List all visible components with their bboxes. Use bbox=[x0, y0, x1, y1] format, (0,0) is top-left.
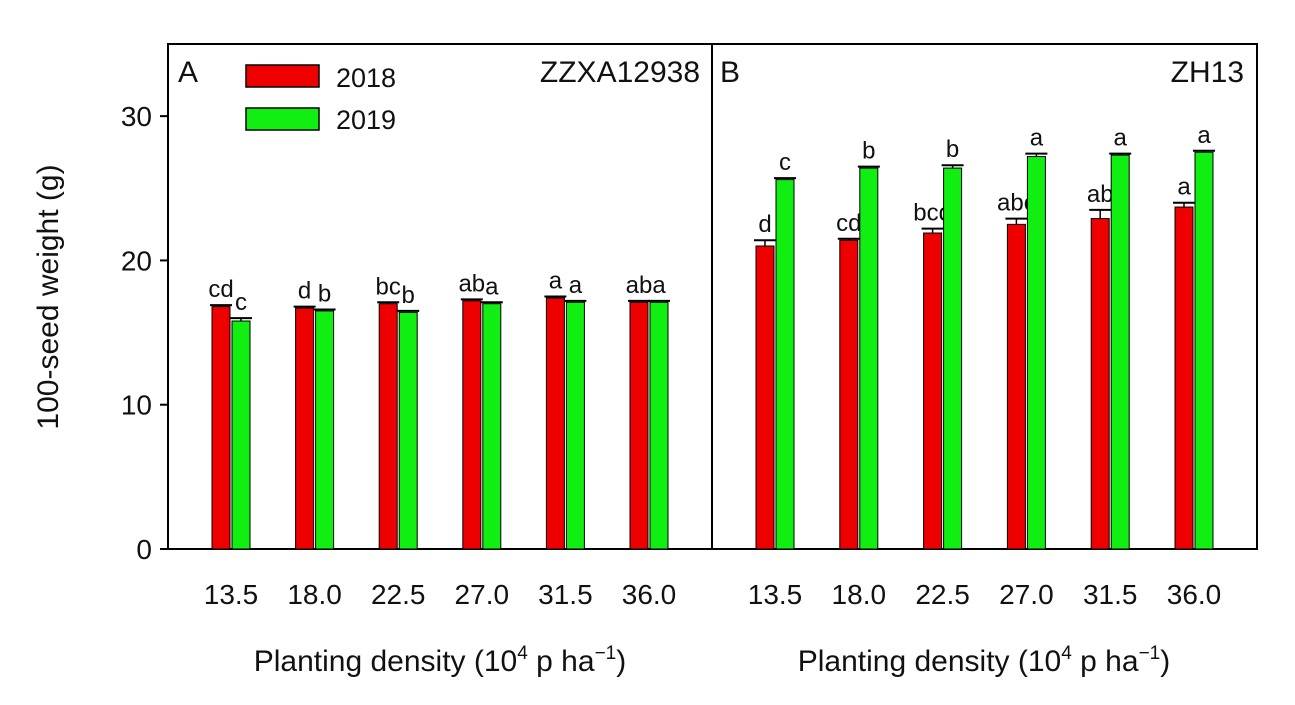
bar-2019-18.0 bbox=[859, 167, 879, 550]
x-tick-label: 13.5 bbox=[204, 579, 259, 610]
panel-a-marks: 13.5cd c18.0d b22.5bc b27.0ab a31.5a a36.0ab a bbox=[204, 268, 677, 611]
xlabel-main: Planting density (10 bbox=[254, 645, 518, 678]
x-tick-label: 36.0 bbox=[622, 579, 677, 610]
legend-swatch-2019 bbox=[245, 107, 320, 131]
bar-2018-27.0 bbox=[1006, 223, 1026, 550]
x-tick-label: 22.5 bbox=[915, 579, 970, 610]
bar-2018-27.0 bbox=[462, 300, 482, 550]
bar-2019-22.5 bbox=[943, 167, 963, 550]
y-tick-label: 10 bbox=[121, 390, 152, 421]
panel-a-title: ZZXA12938 bbox=[540, 56, 700, 89]
significance-letter: cd bbox=[836, 210, 861, 237]
xlabel-tail: p ha bbox=[528, 645, 595, 678]
y-tick-label: 20 bbox=[121, 245, 152, 276]
bar-2018-22.5 bbox=[923, 232, 943, 550]
significance-letter: bc bbox=[376, 273, 401, 300]
panel-b-x-axis-title: Planting density (104 p ha−1) bbox=[798, 643, 1170, 678]
bar-2019-36.0 bbox=[1194, 151, 1214, 550]
y-axis: 0 10 20 30 bbox=[121, 101, 168, 565]
bar-2019-22.5 bbox=[398, 311, 418, 550]
significance-letter: ab bbox=[626, 272, 653, 299]
x-tick-label: 27.0 bbox=[455, 579, 510, 610]
xlabel-sup: 4 bbox=[1061, 643, 1072, 664]
x-tick-label: 31.5 bbox=[538, 579, 593, 610]
bar-2018-36.0 bbox=[629, 301, 649, 550]
bar-2019-18.0 bbox=[315, 310, 335, 550]
legend-label-2019: 2019 bbox=[336, 105, 396, 135]
xlabel-sup2: −1 bbox=[595, 643, 617, 664]
bar-2019-13.5 bbox=[231, 320, 251, 550]
bar-2018-36.0 bbox=[1174, 206, 1194, 550]
x-tick-label: 22.5 bbox=[371, 579, 426, 610]
bar-2019-31.5 bbox=[1110, 154, 1130, 550]
panel-b-letter: B bbox=[720, 56, 740, 89]
significance-letter: ab bbox=[458, 270, 485, 297]
bar-2018-31.5 bbox=[545, 297, 565, 550]
panel-b-marks: 13.5dc18.0cdb22.5bcdb27.0abca31.5aba36.0… bbox=[748, 122, 1222, 610]
x-tick-label: 18.0 bbox=[832, 579, 887, 610]
significance-letter: ab bbox=[1087, 181, 1114, 208]
xlabel-end: ) bbox=[616, 645, 626, 678]
bar-2019-31.5 bbox=[565, 301, 585, 550]
y-tick-label: 0 bbox=[136, 534, 152, 565]
x-tick-label: 18.0 bbox=[287, 579, 342, 610]
bar-2019-27.0 bbox=[1026, 156, 1046, 550]
significance-letter: a bbox=[652, 272, 666, 299]
bar-2018-18.0 bbox=[295, 307, 315, 550]
panel-b-title: ZH13 bbox=[1171, 56, 1244, 89]
y-tick-label: 30 bbox=[121, 101, 152, 132]
significance-letter: b bbox=[862, 138, 875, 165]
x-tick-label: 27.0 bbox=[999, 579, 1054, 610]
y-axis-title: 100-seed weight (g) bbox=[32, 164, 65, 429]
significance-letter: a bbox=[1030, 125, 1044, 152]
significance-letter: a bbox=[549, 268, 563, 295]
xlabel-sup: 4 bbox=[517, 643, 528, 664]
panel-b-frame bbox=[711, 43, 1258, 550]
bar-2018-31.5 bbox=[1090, 218, 1110, 550]
significance-letter: d bbox=[298, 278, 311, 305]
significance-letter: a bbox=[569, 272, 583, 299]
significance-letter: b bbox=[318, 280, 331, 307]
significance-letter: a bbox=[1197, 122, 1211, 149]
significance-letter: a bbox=[485, 273, 499, 300]
bar-2018-18.0 bbox=[839, 239, 859, 550]
significance-letter: a bbox=[1114, 125, 1128, 152]
significance-letter: b bbox=[402, 282, 415, 309]
legend: 2018 2019 bbox=[245, 63, 396, 135]
significance-letter: d bbox=[758, 211, 771, 238]
xlabel-sup2: −1 bbox=[1139, 643, 1161, 664]
bar-2019-36.0 bbox=[649, 301, 669, 550]
x-tick-label: 13.5 bbox=[748, 579, 803, 610]
significance-letter: c bbox=[235, 289, 247, 316]
xlabel-tail: p ha bbox=[1072, 645, 1139, 678]
legend-label-2018: 2018 bbox=[336, 63, 396, 93]
panel-a-letter: A bbox=[178, 56, 198, 89]
bar-2018-13.5 bbox=[755, 245, 775, 550]
bar-2018-22.5 bbox=[378, 303, 398, 550]
significance-letter: b bbox=[946, 136, 959, 163]
bar-2019-27.0 bbox=[482, 303, 502, 550]
xlabel-end: ) bbox=[1160, 645, 1170, 678]
panel-a-x-axis-title: Planting density (104 p ha−1) bbox=[254, 643, 626, 678]
significance-letter: cd bbox=[208, 276, 233, 303]
x-tick-label: 31.5 bbox=[1083, 579, 1138, 610]
xlabel-main: Planting density (10 bbox=[798, 645, 1062, 678]
significance-letter: a bbox=[1177, 174, 1191, 201]
x-tick-label: 36.0 bbox=[1167, 579, 1222, 610]
bar-2019-13.5 bbox=[775, 179, 795, 550]
bar-2018-13.5 bbox=[211, 306, 231, 550]
significance-letter: c bbox=[779, 149, 791, 176]
legend-swatch-2018 bbox=[245, 64, 320, 88]
